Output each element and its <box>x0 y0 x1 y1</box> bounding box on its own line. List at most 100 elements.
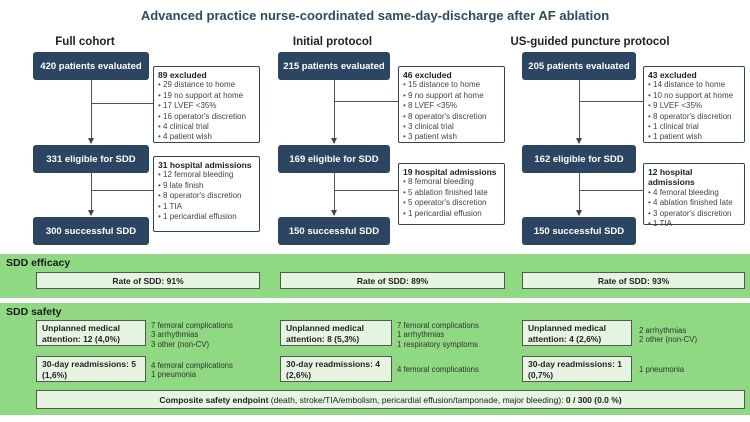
unplanned-details-initial-protocol: 7 femoral complications 1 arrhythmias 1 … <box>397 321 507 349</box>
admissions-item: 5 operator's discretion <box>403 198 500 208</box>
admissions-header: 31 hospital admissions <box>158 160 252 170</box>
arrow-down-icon <box>331 210 337 216</box>
readmission-details-us-guided: 1 pneumonia <box>639 365 745 374</box>
detail-line: 1 respiratory symptoms <box>397 339 479 349</box>
detail-line: 3 arrhythmias <box>151 330 199 340</box>
unplanned-attention-us-guided: Unplanned medical attention: 4 (2,6%) <box>522 320 632 346</box>
admissions-box-initial-protocol: 19 hospital admissions 8 femoral bleedin… <box>398 163 505 225</box>
excluded-item: 10 no support at home <box>648 91 740 101</box>
composite-detail: (death, stroke/TIA/embolism, pericardial… <box>268 394 564 405</box>
successful-box-us-guided: 150 successful SDD <box>522 217 636 245</box>
excluded-box-initial-protocol: 46 excluded 15 distance to home 9 no sup… <box>398 66 505 143</box>
excluded-item: 8 LVEF <35% <box>403 101 500 111</box>
eligible-box-full-cohort: 331 eligible for SDD <box>33 145 149 173</box>
arrow-down-icon <box>576 138 582 144</box>
admissions-item: 4 femoral bleeding <box>648 188 740 198</box>
admissions-item: 3 operator's discretion <box>648 209 740 219</box>
admissions-header: 19 hospital admissions <box>403 167 497 177</box>
excluded-item: 9 no support at home <box>403 91 500 101</box>
admissions-item: 8 femoral bleeding <box>403 177 500 187</box>
flow-branch <box>579 101 643 102</box>
readmission-details-initial-protocol: 4 femoral complications <box>397 365 507 374</box>
efficacy-title: SDD efficacy <box>6 257 71 269</box>
readmissions-us-guided: 30-day readmissions: 1 (0,7%) <box>522 356 632 382</box>
eligible-box-us-guided: 162 eligible for SDD <box>522 145 636 173</box>
unplanned-attention-initial-protocol: Unplanned medical attention: 8 (5,3%) <box>280 320 392 346</box>
excluded-item: 16 operator's discretion <box>158 112 255 122</box>
eligible-box-initial-protocol: 169 eligible for SDD <box>278 145 390 173</box>
unplanned-attention-full-cohort: Unplanned medical attention: 12 (4,0%) <box>36 320 146 346</box>
evaluated-box-full-cohort: 420 patients evaluated <box>33 52 149 80</box>
admissions-item: 5 ablation finished late <box>403 188 500 198</box>
admissions-item: 8 operator's discretion <box>158 191 255 201</box>
unplanned-details-us-guided: 2 arrhythmias 2 other (non-CV) <box>639 326 745 345</box>
detail-line: 4 femoral complications <box>151 361 233 370</box>
efficacy-rate-full-cohort: Rate of SDD: 91% <box>36 272 260 289</box>
detail-line: 4 femoral complications <box>397 365 479 374</box>
detail-line: 2 arrhythmias <box>639 326 687 335</box>
excluded-box-us-guided: 43 excluded 14 distance to home 10 no su… <box>643 66 745 143</box>
flow-line <box>334 80 335 143</box>
arrow-down-icon <box>88 138 94 144</box>
column-heading-us-guided: US-guided puncture protocol <box>510 36 670 48</box>
detail-line: 1 pneumonia <box>639 365 685 374</box>
excluded-item: 4 clinical trial <box>158 122 255 132</box>
arrow-down-icon <box>576 210 582 216</box>
flow-branch <box>334 101 398 102</box>
excluded-item: 29 distance to home <box>158 80 255 90</box>
excluded-header: 89 excluded <box>158 70 207 80</box>
detail-line: 3 other (non-CV) <box>151 339 210 349</box>
successful-box-full-cohort: 300 successful SDD <box>33 217 149 245</box>
admissions-box-full-cohort: 31 hospital admissions 12 femoral bleedi… <box>153 156 260 232</box>
excluded-item: 8 operator's discretion <box>403 112 500 122</box>
admissions-header: 12 hospital admissions <box>648 167 695 188</box>
readmissions-initial-protocol: 30-day readmissions: 4 (2,6%) <box>280 356 392 382</box>
excluded-item: 17 LVEF <35% <box>158 101 255 111</box>
flow-branch <box>334 190 398 191</box>
excluded-item: 3 patient wish <box>403 132 500 142</box>
excluded-item: 1 clinical trial <box>648 122 740 132</box>
admissions-item: 9 late finish <box>158 181 255 191</box>
excluded-header: 43 excluded <box>648 70 697 80</box>
admissions-item: 4 ablation finished late <box>648 198 740 208</box>
excluded-item: 4 patient wish <box>158 132 255 142</box>
figure-title: Advanced practice nurse-coordinated same… <box>140 8 610 23</box>
flow-branch <box>91 190 153 191</box>
excluded-item: 1 patient wish <box>648 132 740 142</box>
flow-branch <box>91 103 153 104</box>
excluded-item: 19 no support at home <box>158 91 255 101</box>
excluded-item: 14 distance to home <box>648 80 740 90</box>
detail-line: 1 arrhythmias <box>397 330 445 340</box>
readmission-details-full-cohort: 4 femoral complications 1 pneumonia <box>151 361 259 380</box>
detail-line: 7 femoral complications <box>397 321 479 330</box>
detail-line: 2 other (non-CV) <box>639 335 698 345</box>
readmissions-full-cohort: 30-day readmissions: 5 (1,6%) <box>36 356 146 382</box>
flow-line <box>91 80 92 143</box>
column-heading-initial-protocol: Initial protocol <box>292 36 373 48</box>
excluded-item: 15 distance to home <box>403 80 500 90</box>
excluded-item: 8 operator's discretion <box>648 112 740 122</box>
efficacy-rate-initial-protocol: Rate of SDD: 89% <box>280 272 505 289</box>
arrow-down-icon <box>88 210 94 216</box>
admissions-item: 1 TIA <box>648 219 740 229</box>
evaluated-box-us-guided: 205 patients evaluated <box>522 52 636 80</box>
admissions-item: 1 pericardial effusion <box>158 212 255 222</box>
flow-branch <box>579 190 643 191</box>
composite-label: Composite safety endpoint <box>159 394 269 405</box>
admissions-item: 1 TIA <box>158 202 255 212</box>
detail-line: 7 femoral complications <box>151 321 233 330</box>
composite-value: 0 / 300 (0.0 %) <box>563 394 622 405</box>
evaluated-box-initial-protocol: 215 patients evaluated <box>278 52 390 80</box>
excluded-item: 3 clinical trial <box>403 122 500 132</box>
composite-safety-endpoint: Composite safety endpoint (death, stroke… <box>36 390 745 409</box>
detail-line: 1 pneumonia <box>151 370 197 380</box>
admissions-item: 12 femoral bleeding <box>158 170 255 180</box>
column-heading-full-cohort: Full cohort <box>55 36 115 48</box>
successful-box-initial-protocol: 150 successful SDD <box>278 217 390 245</box>
admissions-box-us-guided: 12 hospital admissions 4 femoral bleedin… <box>643 163 745 228</box>
arrow-down-icon <box>331 138 337 144</box>
unplanned-details-full-cohort: 7 femoral complications 3 arrhythmias 3 … <box>151 321 259 349</box>
excluded-item: 9 LVEF <35% <box>648 101 740 111</box>
flow-line <box>579 80 580 143</box>
efficacy-rate-us-guided: Rate of SDD: 93% <box>522 272 745 289</box>
